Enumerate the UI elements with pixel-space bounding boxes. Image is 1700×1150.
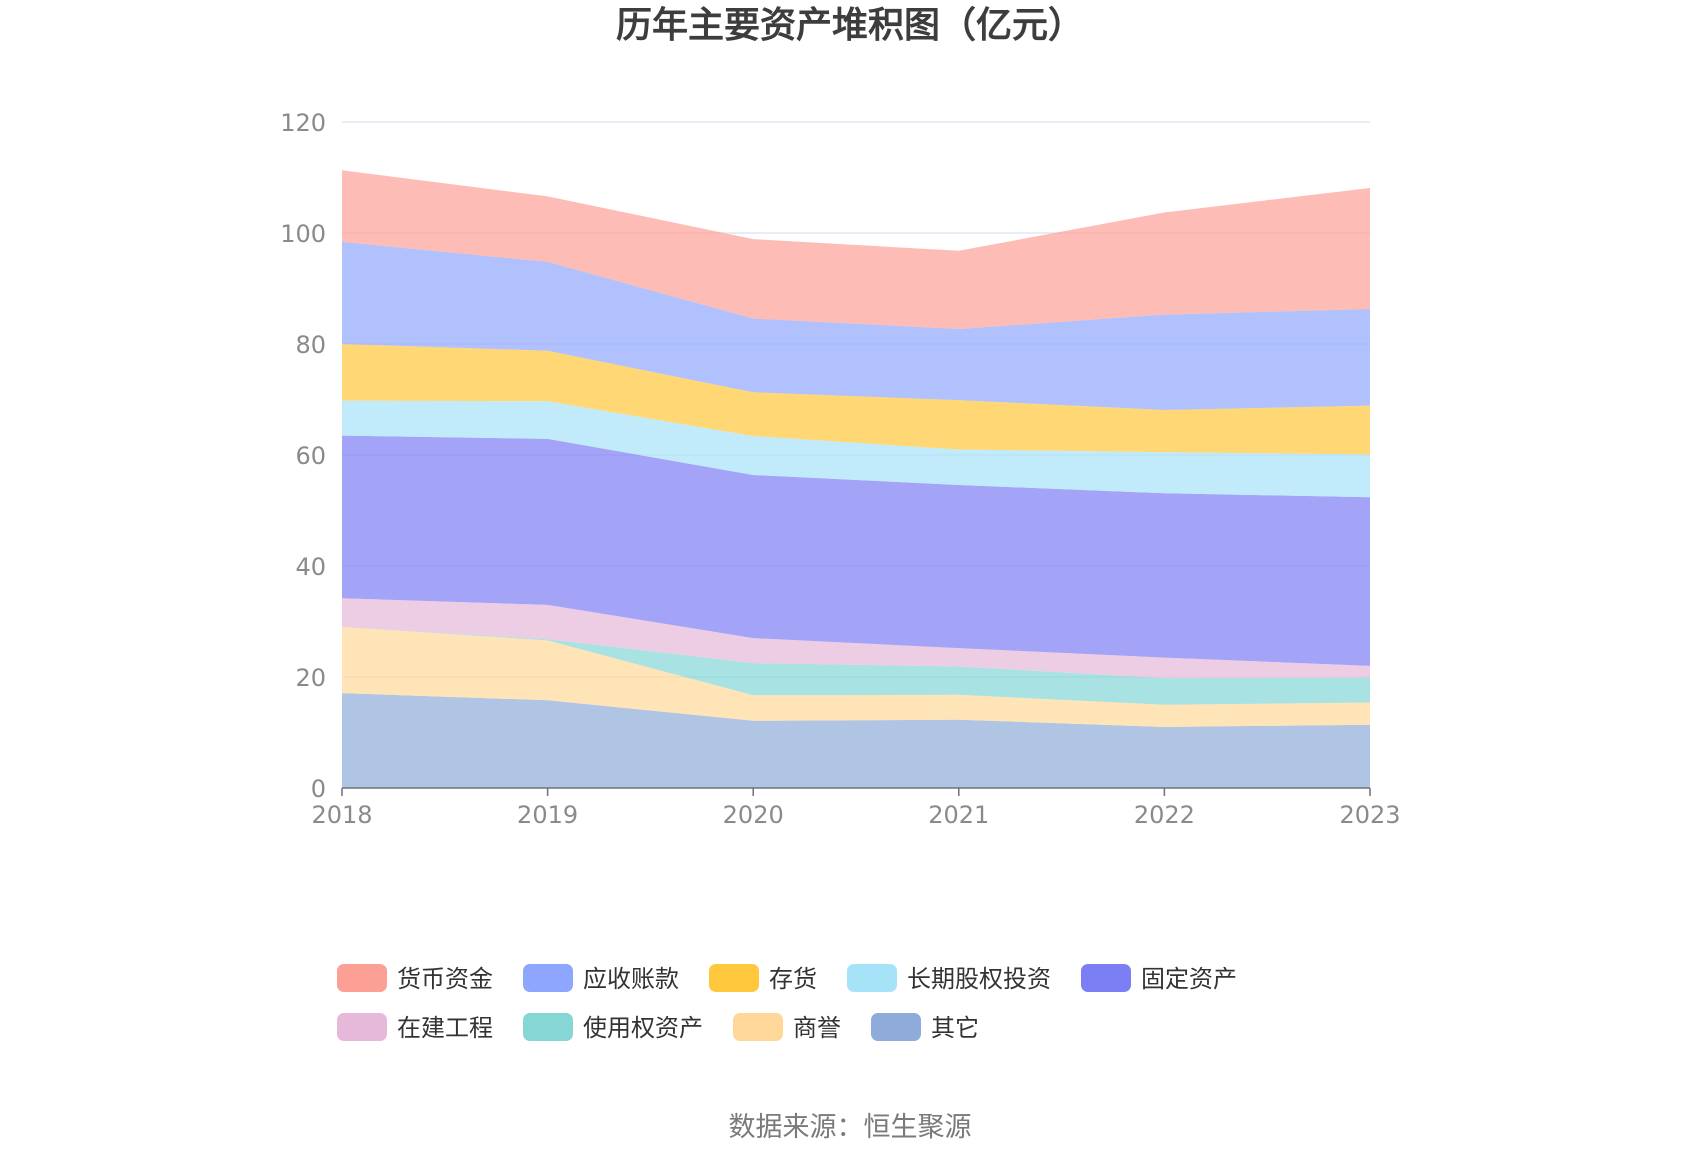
area-series bbox=[342, 170, 1370, 788]
x-tick-label: 2019 bbox=[517, 801, 578, 829]
x-tick-label: 2018 bbox=[311, 801, 372, 829]
legend-label: 使用权资产 bbox=[583, 1014, 703, 1042]
y-axis-tick-labels: 0 20 40 60 80 100 120 bbox=[280, 109, 326, 803]
area-series-8[interactable] bbox=[342, 170, 1370, 329]
legend-label: 在建工程 bbox=[397, 1014, 493, 1042]
legend-label: 货币资金 bbox=[397, 965, 493, 993]
legend-item[interactable]: 存货 bbox=[709, 964, 817, 993]
area-series-2[interactable] bbox=[342, 627, 1370, 705]
legend-swatch bbox=[1081, 964, 1131, 992]
x-tick-label: 2022 bbox=[1134, 801, 1195, 829]
legend-item[interactable]: 应收账款 bbox=[523, 964, 679, 993]
legend-swatch bbox=[733, 1013, 783, 1041]
y-tick-label: 0 bbox=[311, 775, 326, 803]
legend-label: 固定资产 bbox=[1141, 965, 1237, 993]
legend-item[interactable]: 长期股权投资 bbox=[847, 964, 1051, 993]
legend-item[interactable]: 固定资产 bbox=[1081, 964, 1237, 993]
legend-swatch bbox=[523, 964, 573, 992]
data-source: 数据来源：恒生聚源 bbox=[728, 1112, 972, 1143]
legend-item[interactable]: 使用权资产 bbox=[523, 1013, 703, 1042]
y-tick-label: 100 bbox=[280, 220, 326, 248]
area-series-7[interactable] bbox=[342, 241, 1370, 410]
chart-title: 历年主要资产堆积图（亿元） bbox=[615, 5, 1084, 46]
legend-label: 长期股权投资 bbox=[907, 965, 1051, 993]
area-series-5[interactable] bbox=[342, 400, 1370, 498]
y-tick-label: 120 bbox=[280, 109, 326, 137]
axes bbox=[341, 787, 1371, 796]
legend-item[interactable]: 商誉 bbox=[733, 1013, 841, 1042]
legend-label: 存货 bbox=[769, 965, 817, 993]
x-axis-tick-labels: 2018 2019 2020 2021 2022 2023 bbox=[311, 801, 1400, 829]
legend-swatch bbox=[871, 1013, 921, 1041]
y-tick-label: 20 bbox=[295, 664, 326, 692]
legend-label: 其它 bbox=[931, 1014, 979, 1042]
area-series-6[interactable] bbox=[342, 344, 1370, 455]
area-series-1[interactable] bbox=[342, 627, 1370, 727]
area-series-3[interactable] bbox=[342, 598, 1370, 679]
legend-swatch bbox=[523, 1013, 573, 1041]
legend-swatch bbox=[847, 964, 897, 992]
legend-label: 应收账款 bbox=[583, 965, 679, 993]
y-tick-label: 80 bbox=[295, 331, 326, 359]
legend-item[interactable]: 在建工程 bbox=[337, 1013, 493, 1042]
y-tick-label: 60 bbox=[295, 442, 326, 470]
area-series-4[interactable] bbox=[342, 435, 1370, 666]
legend-swatch bbox=[337, 1013, 387, 1041]
x-tick-label: 2020 bbox=[723, 801, 784, 829]
area-series-0[interactable] bbox=[342, 693, 1370, 788]
legend-label: 商誉 bbox=[793, 1014, 841, 1042]
y-tick-label: 40 bbox=[295, 553, 326, 581]
legend-item[interactable]: 货币资金 bbox=[337, 964, 493, 993]
legend-item[interactable]: 其它 bbox=[871, 1013, 979, 1042]
legend-swatch bbox=[709, 964, 759, 992]
legend-swatch bbox=[337, 964, 387, 992]
x-tick-label: 2021 bbox=[928, 801, 989, 829]
x-tick-label: 2023 bbox=[1339, 801, 1400, 829]
